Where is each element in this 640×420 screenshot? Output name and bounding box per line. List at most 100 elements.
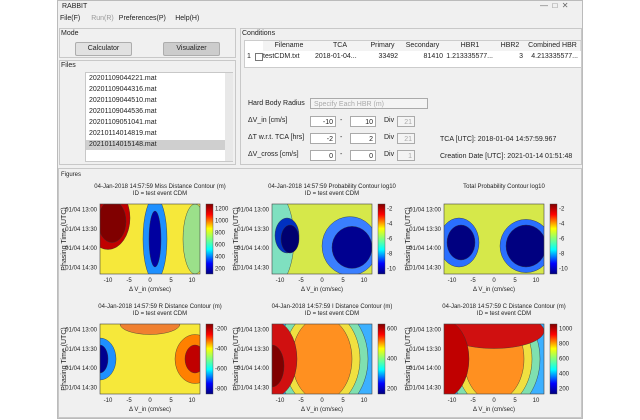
panel-label: Conditions [242,30,276,37]
y-tick-label: 01/04 13:30 [237,227,269,233]
x-tick-label: 0 [320,278,324,284]
colorbar-tick-label: 800 [559,342,570,348]
menu-item[interactable]: Help(H) [175,15,200,22]
x-tick-label: 5 [513,398,517,404]
file-item[interactable]: 20201109044221.mat [89,75,157,82]
file-item[interactable]: 20201109044316.mat [89,86,157,93]
files-panel [59,60,236,165]
x-tick-label: -10 [276,278,285,284]
input[interactable]: 21 [397,133,415,144]
window-controls[interactable]: — □ ✕ [540,1,569,10]
colorbar-tick-label: -6 [559,237,565,243]
table-cell: testCDM.txt [263,53,300,60]
y-tick-label: 01/04 14:00 [237,246,269,252]
y-tick-label: 01/04 13:00 [65,328,97,334]
colorbar-tick-label: 600 [387,327,398,333]
input[interactable]: -10 [310,116,336,127]
menu-item[interactable]: Preferences(P) [118,15,166,22]
contour [100,324,200,394]
colorbar [549,323,558,395]
x-axis-label: Δ V_in (cm/sec) [473,407,515,413]
colorbar-tick-label: 200 [387,387,398,393]
separator: - [340,151,343,158]
x-tick-label: -5 [126,398,132,404]
x-tick-label: 10 [361,398,368,404]
contour [444,324,544,394]
plot-frame [99,203,201,275]
table-header: HBR2 [495,41,526,51]
info: TCA [UTC]: 2018-01-04 14:57:59.967 [440,136,557,143]
y-tick-label: 01/04 14:30 [65,386,97,392]
x-tick-label: 5 [341,398,345,404]
colorbar-tick-label: 200 [215,267,226,273]
input[interactable]: 10 [350,116,376,127]
x-tick-label: 10 [533,398,540,404]
label: ΔV_cross [cm/s] [248,151,299,158]
colorbar-tick-label: 1000 [559,327,573,333]
contour-region [272,344,285,388]
file-item[interactable]: 20201109044536.mat [89,108,157,115]
input[interactable]: 1 [397,150,415,161]
table-header: Combined HBR [525,41,581,51]
colorbar-tick-label: -4 [387,222,393,228]
checkbox[interactable] [255,53,263,61]
dropdown[interactable]: Specify Each HBR (m) [310,98,428,109]
x-tick-label: 10 [189,398,196,404]
y-tick-label: 01/04 13:30 [409,347,441,353]
mode-panel [59,28,236,58]
table-header: TCA [315,41,366,51]
x-tick-label: -5 [126,278,132,284]
colorbar-tick-label: 1000 [215,219,229,225]
colorbar-tick-label: -8 [387,252,393,258]
menu-item[interactable]: Run(R) [91,15,114,22]
file-item[interactable]: 20201109051041.mat [89,119,157,126]
colorbar-tick-label: -200 [215,327,228,333]
button[interactable]: Visualizer [163,42,220,56]
plot-frame [271,203,373,275]
panel-label: Files [61,62,76,69]
menu-item[interactable]: File(F) [60,15,81,22]
plot-subtitle: ID = test event CDM [477,311,531,317]
colorbar [549,203,558,275]
file-item[interactable]: 20210114014819.mat [89,130,157,137]
button[interactable]: Calculator [75,42,132,56]
y-tick-label: 01/04 13:30 [65,347,97,353]
plot-subtitle: ID = test event CDM [305,311,359,317]
colorbar-tick-label: -10 [387,267,396,273]
contour-region [444,324,544,349]
file-list: 20201109044221.mat 20201109044316.mat 2020… [85,72,233,162]
scrollbar[interactable] [225,73,233,161]
contour [272,324,372,394]
contour-region [119,324,181,335]
x-axis-label: Δ V_in (cm/sec) [129,407,171,413]
colorbar-tick-label: 400 [559,372,570,378]
file-item[interactable]: 20201109044510.mat [89,97,157,104]
plot-title: 04-Jan-2018 14:57:59 Probability Contour… [268,184,396,190]
x-tick-label: -5 [298,398,304,404]
input[interactable]: 0 [350,150,376,161]
y-axis-label: Phasing Time (UTC) [61,207,68,270]
colorbar-tick-label: 600 [215,243,226,249]
y-tick-label: 01/04 14:00 [409,246,441,252]
x-tick-label: 0 [148,398,152,404]
input[interactable]: 2 [350,133,376,144]
x-axis-label: Δ V_in (cm/sec) [129,287,171,293]
input[interactable]: 0 [310,150,336,161]
file-item[interactable]: 20210114015148.mat [86,140,227,150]
panel-label: Figures [61,172,81,178]
plot-frame [443,323,545,395]
y-tick-label: 01/04 14:30 [237,386,269,392]
x-tick-label: 5 [341,278,345,284]
conditions-panel [240,28,582,165]
colorbar [205,203,214,275]
y-tick-label: 01/04 13:00 [65,208,97,214]
input[interactable]: -2 [310,133,336,144]
contour-region [291,324,353,394]
plot-title: 04-Jan-2018 14:57:59 C Distance Contour … [442,304,565,310]
input[interactable]: 21 [397,116,415,127]
x-tick-label: 10 [361,278,368,284]
y-tick-label: 01/04 13:00 [237,208,269,214]
x-tick-label: -10 [276,398,285,404]
contour-region [280,224,300,254]
